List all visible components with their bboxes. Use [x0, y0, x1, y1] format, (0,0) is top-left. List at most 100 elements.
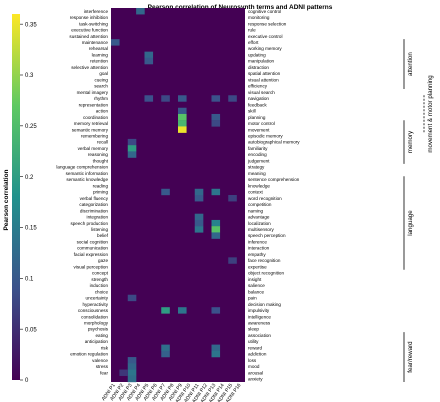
row-label-left: sustained attention [69, 34, 108, 39]
row-label-right: decision making [248, 302, 281, 307]
heatmap-cell [127, 145, 137, 152]
row-label-left: interference [84, 9, 109, 14]
heatmap-cell [228, 257, 237, 264]
heatmap-cell [144, 51, 154, 59]
row-label-left: facial expression [74, 252, 109, 257]
row-label-left: belief [97, 233, 109, 238]
row-label-right: sleep [248, 327, 259, 332]
row-label-left: psychosis [88, 327, 109, 332]
colorbar-tick-label: 0.1 [25, 277, 34, 283]
row-label-left: gaze [98, 258, 108, 263]
row-label-left: mental imagery [77, 90, 109, 95]
heatmap-cell [127, 294, 137, 302]
row-label-left: remembering [81, 133, 109, 138]
row-label-right: anxiety [248, 377, 263, 382]
row-label-left: selective attention [71, 65, 108, 70]
row-label-left: response inhibition [70, 15, 109, 20]
row-label-right: face recognition [248, 258, 281, 263]
row-label-left: categorization [79, 202, 108, 207]
row-label-left: recall [97, 140, 108, 145]
row-label-left: thought [93, 158, 109, 163]
row-label-right: loss [248, 358, 257, 363]
category-label: language [407, 210, 414, 236]
colorbar-tick-label: 0.3 [25, 73, 34, 79]
row-label-left: semantic knowledge [66, 177, 108, 182]
heatmap-cell [194, 188, 204, 196]
heatmap-cell [161, 350, 170, 358]
row-label-left: executive function [71, 28, 108, 33]
row-label-right: familiarity [248, 146, 268, 151]
colorbar-tick-label: 0.2 [25, 175, 34, 181]
row-label-right: strategy [248, 165, 265, 170]
row-label-left: consolidation [81, 314, 108, 319]
row-label-left: memory retrieval [74, 121, 108, 126]
heatmap-cell [211, 113, 221, 121]
row-label-left: priming [93, 190, 109, 195]
row-label-left: rehearsal [89, 46, 108, 51]
row-label-right: utility [248, 339, 259, 344]
row-label-left: eating [95, 333, 108, 338]
row-label-right: feedback [248, 102, 267, 107]
row-label-left: listening [91, 227, 108, 232]
row-label-right: spatial attention [248, 71, 281, 76]
row-label-left: verbal memory [78, 146, 109, 151]
heatmap-cell [161, 188, 170, 196]
row-label-right: balance [248, 289, 265, 294]
row-label-right: multisensory [248, 227, 274, 232]
heatmap-cell [178, 113, 187, 121]
row-label-right: awareness [248, 320, 271, 325]
row-label-right: updating [248, 52, 266, 57]
colorbar-label: Pearson correlation [3, 169, 10, 230]
heatmap-cell [127, 138, 137, 146]
row-label-left: search [94, 84, 108, 89]
row-label-left: morphology [84, 320, 109, 325]
colorbar-tick-label: 0.15 [25, 226, 37, 232]
heatmap-cell [127, 363, 137, 370]
row-label-right: inference [248, 239, 267, 244]
row-label-left: reading [93, 183, 109, 188]
row-label-right: judgement [247, 158, 270, 163]
row-label-left: goal [99, 71, 108, 76]
heatmap-cell [178, 307, 187, 314]
row-label-right: naming [248, 208, 264, 213]
row-label-right: association [248, 333, 271, 338]
row-label-right: object recognition [248, 271, 284, 276]
row-label-right: impulsivity [248, 308, 270, 313]
row-label-left: language comprehension [56, 165, 108, 170]
row-label-left: representation [79, 102, 109, 107]
row-label-right: interaction [248, 246, 270, 251]
row-label-left: reasoning [88, 152, 109, 157]
heatmap-cell [194, 213, 204, 221]
heatmap-cell [127, 375, 137, 383]
heatmap-background [111, 8, 245, 382]
heatmap-cell [211, 95, 221, 102]
row-label-right: manipulation [248, 59, 274, 64]
heatmap-cell [211, 188, 221, 196]
row-label-left: cueing [94, 77, 108, 82]
row-label-right: expertise [248, 264, 267, 269]
row-label-left: risk [101, 345, 109, 350]
row-label-left: concept [92, 271, 109, 276]
row-label-right: effort [248, 40, 259, 45]
row-label-left: semantic information [66, 171, 109, 176]
colorbar [12, 14, 20, 380]
row-label-left: communication [77, 246, 108, 251]
row-label-right: distraction [248, 65, 269, 70]
category-label: attention [407, 52, 414, 76]
row-label-right: meaning [248, 171, 266, 176]
row-label-left: action [96, 109, 109, 114]
row-label-right: navigation [248, 96, 269, 101]
row-label-left: integration [87, 215, 109, 220]
category-brackets: attention memory movement & motor planning… [403, 39, 434, 382]
row-label-right: planning [248, 115, 266, 120]
row-label-left: speech production [70, 221, 108, 226]
row-label-right: working memory [248, 46, 282, 51]
row-label-left: anticipation [85, 339, 109, 344]
row-label-right: visual attention [248, 77, 279, 82]
row-label-left: discrimination [80, 208, 109, 213]
row-label-right: autobiographical memory [248, 140, 300, 145]
row-label-right: competition [248, 202, 272, 207]
row-label-right: advantage [248, 215, 270, 220]
row-label-right: encoding [248, 152, 267, 157]
